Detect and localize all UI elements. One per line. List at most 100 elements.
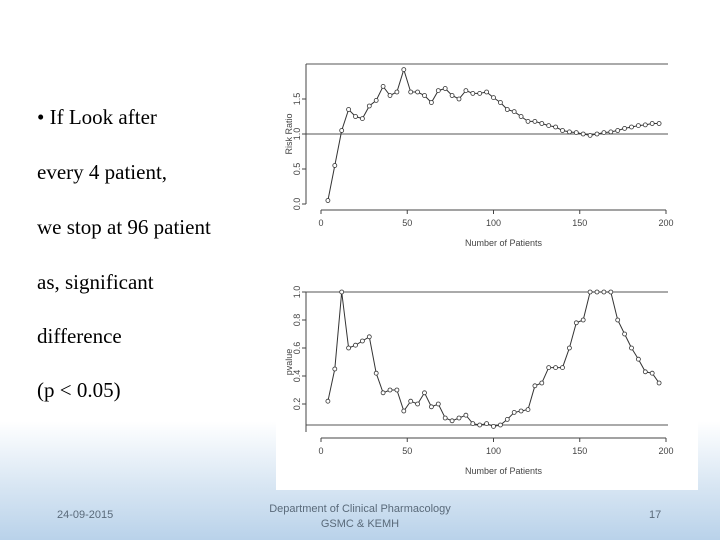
chart1-data-point-18 bbox=[442, 86, 448, 91]
chart1-data-point-31 bbox=[532, 119, 538, 124]
chart2-data-point-24 bbox=[484, 421, 490, 427]
chart2-y-tick-label-1: 0.2 bbox=[292, 398, 302, 411]
chart2-x-tick-label-4: 150 bbox=[572, 446, 587, 456]
chart1-data-point-22 bbox=[470, 91, 476, 96]
chart2-data-point-37 bbox=[573, 320, 579, 326]
chart1-data-point-29 bbox=[518, 114, 524, 119]
chart2-y-axis-label: pvalue bbox=[284, 349, 294, 376]
chart2-data-point-23 bbox=[477, 422, 483, 428]
chart1-y-tick-label-2: 0.5 bbox=[292, 163, 302, 176]
chart1-data-point-42 bbox=[608, 129, 614, 135]
chart1-data-point-12 bbox=[401, 67, 407, 72]
chart2-data-point-16 bbox=[428, 404, 434, 410]
chart1-x-axis-label: Number of Patients bbox=[465, 238, 543, 248]
chart1-data-point-24 bbox=[484, 89, 490, 95]
chart2-y-tick-label-4: 0.8 bbox=[292, 314, 302, 327]
chart1-data-point-20 bbox=[456, 96, 462, 102]
charts-svg: 0.0 0.5 1.0 1.5 Risk Ratio 0 50 100 150 200 Number… bbox=[284, 63, 674, 476]
chart1-data-point-14 bbox=[415, 89, 421, 95]
chart1-data-point-28 bbox=[511, 109, 517, 114]
chart1-data-point-35 bbox=[560, 128, 565, 133]
chart1-data-point-36 bbox=[566, 129, 572, 135]
chart1-y-tick-label-1: 0.0 bbox=[292, 198, 302, 211]
bullet-line-2: every 4 patient, bbox=[37, 160, 168, 184]
bullet-line-5: difference bbox=[37, 324, 122, 348]
chart2-data-point-13 bbox=[408, 398, 414, 404]
footer-department-line1: Department of Clinical Pharmacology bbox=[269, 503, 451, 515]
chart-figure: 0.0 0.5 1.0 1.5 Risk Ratio 0 50 100 150 200 Number… bbox=[276, 22, 698, 490]
chart2-data-point-39 bbox=[587, 289, 593, 295]
chart1-x-tick-label-5: 200 bbox=[658, 218, 673, 228]
chart2-data-point-7 bbox=[366, 334, 372, 340]
chart1-y-axis-label: Risk Ratio bbox=[284, 113, 294, 154]
chart1-data-point-46 bbox=[635, 123, 641, 128]
chart2-data-point-18 bbox=[442, 415, 448, 421]
chart1-data-point-1 bbox=[325, 198, 331, 203]
chart2-data-point-22 bbox=[470, 421, 476, 427]
chart1-data-point-40 bbox=[594, 131, 600, 137]
chart1-data-point-11 bbox=[394, 89, 400, 95]
footer-department-line2: GSMC & KEMH bbox=[320, 518, 400, 530]
chart1-data-point-2 bbox=[332, 163, 338, 168]
chart2-data-point-41 bbox=[601, 289, 607, 295]
chart2-data-point-3 bbox=[339, 289, 345, 295]
chart2-data-point-47 bbox=[642, 369, 648, 375]
chart2-data-point-2 bbox=[332, 366, 338, 372]
chart1-data-point-17 bbox=[435, 88, 441, 93]
chart1-data-point-21 bbox=[463, 88, 469, 93]
footer-department: Department of Clinical Pharmacology GSMC… bbox=[240, 502, 480, 532]
chart1-data-point-3 bbox=[339, 128, 345, 133]
chart1-data-point-48 bbox=[649, 121, 655, 126]
chart2-data-point-1 bbox=[325, 398, 331, 404]
chart1-data-point-38 bbox=[580, 131, 586, 137]
chart1-data-point-34 bbox=[553, 124, 559, 130]
chart2-data-point-17 bbox=[435, 401, 441, 407]
chart2-data-point-19 bbox=[449, 418, 455, 424]
chart2-data-point-9 bbox=[380, 390, 386, 396]
chart2-data-point-43 bbox=[615, 317, 621, 323]
chart2-x-tick-label-5: 200 bbox=[658, 446, 673, 456]
bullet-line-3: we stop at 96 patient bbox=[37, 215, 211, 239]
chart2-data-point-21 bbox=[463, 412, 469, 418]
chart1-data-point-37 bbox=[573, 130, 579, 135]
chart2-data-point-8 bbox=[373, 370, 379, 376]
chart1-data-point-4 bbox=[346, 107, 351, 112]
chart2-data-point-27 bbox=[504, 416, 510, 422]
chart1-y-tick-label-4: 1.5 bbox=[292, 93, 302, 106]
chart1-data-point-32 bbox=[539, 121, 545, 126]
chart2-x-tick-label-3: 100 bbox=[486, 446, 501, 456]
chart1-data-point-41 bbox=[601, 130, 607, 135]
chart2-data-point-46 bbox=[635, 356, 641, 362]
chart2-y-tick-label-2: 0.4 bbox=[292, 370, 302, 383]
chart2-data-point-45 bbox=[629, 345, 634, 351]
chart1-x-tick-label-4: 150 bbox=[572, 218, 587, 228]
chart1-data-point-10 bbox=[387, 93, 393, 98]
chart1-data-point-16 bbox=[428, 100, 434, 105]
chart2-data-point-4 bbox=[346, 345, 351, 351]
footer-page-number: 17 bbox=[649, 509, 662, 521]
chart1-data-point-44 bbox=[622, 126, 628, 131]
chart2-x-axis-label: Number of Patients bbox=[465, 466, 543, 476]
chart2-y-tick-label-5: 1.0 bbox=[292, 286, 302, 299]
chart2-data-point-25 bbox=[491, 423, 496, 429]
chart2-data-point-29 bbox=[518, 408, 524, 414]
chart2-data-point-5 bbox=[353, 342, 358, 348]
bullet-line-1: • If Look after bbox=[37, 105, 157, 129]
chart2-data-point-26 bbox=[497, 422, 503, 428]
chart1-y-tick-label-3: 1.0 bbox=[292, 128, 302, 141]
chart1-x-tick-label-2: 50 bbox=[402, 218, 412, 228]
chart1-data-point-43 bbox=[615, 128, 621, 133]
chart2-data-point-11 bbox=[394, 387, 400, 393]
chart1-data-point-27 bbox=[504, 107, 510, 112]
chart1-data-point-33 bbox=[546, 123, 552, 128]
chart1-data-point-8 bbox=[373, 98, 379, 103]
chart2-series-line-1 bbox=[327, 291, 660, 427]
chart2-x-tick-label-1: 0 bbox=[318, 446, 323, 456]
chart1-data-point-7 bbox=[366, 103, 372, 109]
chart1-data-point-39 bbox=[587, 133, 593, 138]
chart2-data-point-33 bbox=[546, 365, 552, 371]
chart2-data-point-32 bbox=[539, 380, 545, 386]
chart1-data-point-26 bbox=[497, 100, 503, 105]
chart1-x-tick-label-3: 100 bbox=[486, 218, 501, 228]
chart2-data-point-42 bbox=[608, 289, 614, 295]
